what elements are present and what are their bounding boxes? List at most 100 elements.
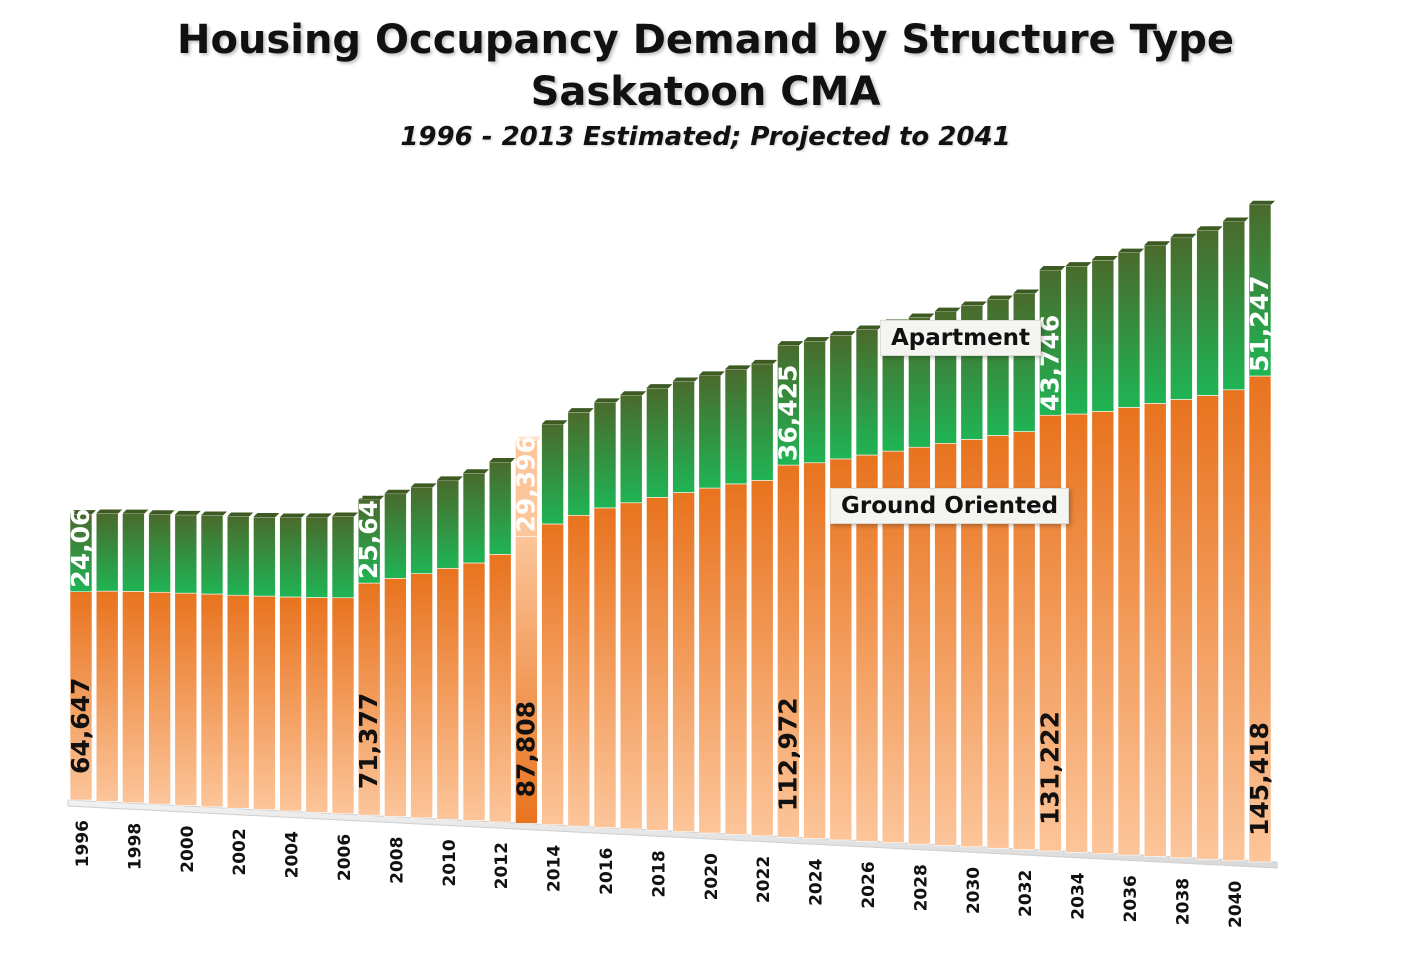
bar-cap-2021 (725, 365, 751, 370)
x-tick-label-2018: 2018 (649, 850, 669, 897)
ground-value-label-2023: 112,972 (773, 697, 802, 811)
bar-cap-2031 (987, 295, 1013, 300)
bar-cap-2040 (1222, 217, 1249, 222)
bar-cap-2014 (541, 420, 568, 425)
apartment-bar-2006 (331, 516, 355, 599)
ground-bar-1999 (148, 591, 171, 805)
ground-value-label-2013: 87,808 (511, 701, 540, 797)
ground-bar-2020 (698, 487, 722, 834)
apartment-bar-2001 (200, 515, 224, 595)
bar-cap-2011 (463, 469, 489, 474)
apartment-bar-2032 (1012, 293, 1036, 432)
bar-cap-2035 (1091, 256, 1118, 261)
bar-cap-2013 (515, 436, 542, 441)
x-tick-label-2006: 2006 (335, 834, 355, 881)
bar-cap-1997 (96, 509, 123, 514)
bar-cap-2008 (384, 489, 411, 494)
x-tick-label-2038: 2038 (1173, 878, 1193, 925)
ground-bar-2012 (488, 554, 512, 823)
apartment-bar-2009 (410, 487, 433, 574)
bar-cap-2016 (594, 398, 620, 403)
bar-cap-2007 (358, 495, 385, 500)
ground-bar-2008 (384, 578, 407, 817)
apartment-value-label-1996: 24,060 (66, 491, 95, 587)
apartment-bar-2021 (724, 369, 748, 485)
ground-bar-2022 (750, 480, 774, 837)
x-tick-label-2036: 2036 (1121, 875, 1141, 922)
bar-cap-2033 (1039, 265, 1066, 270)
ground-bar-2005 (305, 597, 329, 813)
chart-title-line2: Saskatoon CMA (530, 69, 881, 115)
bar-cap-2002 (227, 512, 254, 517)
ground-bar-2021 (724, 483, 748, 835)
ground-bar-1998 (122, 591, 145, 804)
apartment-bar-2026 (855, 329, 879, 456)
bar-cap-2029 (934, 307, 961, 312)
x-tick-label-1998: 1998 (125, 823, 145, 870)
ground-bar-2006 (331, 597, 355, 815)
apartment-series-label: Apartment (880, 320, 1042, 356)
ground-value-label-2007: 71,377 (354, 693, 383, 789)
bar-cap-2015 (567, 408, 594, 413)
ground-bar-1997 (95, 590, 119, 802)
x-tick-label-2034: 2034 (1069, 872, 1089, 919)
apartment-bar-2015 (567, 411, 591, 516)
apartment-bar-2012 (488, 461, 512, 555)
apartment-value-label-2041: 51,247 (1245, 276, 1274, 372)
bar-cap-2030 (960, 301, 987, 306)
ground-bar-2039 (1196, 395, 1219, 860)
ground-bar-2019 (672, 492, 695, 832)
ground-bar-2036 (1117, 407, 1141, 856)
ground-bar-2015 (567, 514, 591, 827)
apartment-bar-2020 (698, 375, 722, 489)
ground-bar-2002 (226, 594, 250, 809)
bar-cap-2020 (698, 371, 725, 376)
ground-oriented-series-label: Ground Oriented (830, 488, 1070, 524)
bar-cap-2041 (1249, 200, 1275, 205)
apartment-bar-2016 (593, 402, 617, 509)
bar-cap-2026 (856, 325, 882, 330)
apartment-bar-2014 (541, 423, 564, 525)
bar-cap-2028 (908, 313, 935, 318)
bar-cap-2005 (305, 513, 332, 518)
bar-cap-2037 (1144, 241, 1171, 246)
bar-cap-1999 (148, 510, 175, 515)
apartment-bar-2037 (1143, 244, 1167, 404)
x-tick-label-2012: 2012 (492, 842, 512, 889)
x-tick-label-2016: 2016 (597, 848, 617, 895)
apartment-bar-2002 (226, 516, 250, 596)
apartment-bar-2018 (646, 387, 669, 498)
bar-cap-2023 (777, 341, 804, 346)
ground-bar-2004 (279, 596, 302, 812)
ground-value-label-2033: 131,222 (1035, 711, 1064, 825)
ground-bar-2014 (541, 523, 564, 826)
x-tick-label-2024: 2024 (807, 858, 827, 905)
apartment-bar-2022 (750, 363, 774, 481)
bar-cap-2004 (279, 513, 306, 518)
ground-bar-2003 (253, 595, 276, 810)
x-tick-label-2040: 2040 (1226, 880, 1246, 927)
apartment-bar-1999 (148, 513, 171, 593)
bars-group (69, 200, 1275, 863)
bar-cap-2017 (620, 391, 647, 396)
bar-cap-2038 (1170, 233, 1197, 238)
chart-subtitle: 1996 - 2013 Estimated; Projected to 2041 (400, 122, 1011, 152)
apartment-bar-2011 (462, 472, 486, 564)
bar-cap-2010 (436, 476, 463, 481)
bar-cap-2012 (489, 457, 516, 462)
ground-bar-2001 (200, 593, 224, 808)
apartment-bar-2005 (305, 517, 329, 598)
bar-cap-2006 (332, 512, 358, 517)
ground-bar-2037 (1143, 403, 1167, 857)
ground-bar-2017 (619, 502, 643, 830)
ground-bar-2035 (1091, 411, 1115, 855)
ground-bar-2038 (1170, 399, 1193, 859)
apartment-bar-2008 (384, 493, 407, 579)
chart-title-line1: Housing Occupancy Demand by Structure Ty… (177, 17, 1234, 63)
x-tick-label-2030: 2030 (964, 867, 984, 914)
x-tick-label-2000: 2000 (178, 825, 198, 872)
bar-cap-2009 (410, 483, 437, 488)
apartment-value-label-2023: 36,425 (773, 365, 802, 461)
x-tick-label-1996: 1996 (73, 820, 93, 867)
